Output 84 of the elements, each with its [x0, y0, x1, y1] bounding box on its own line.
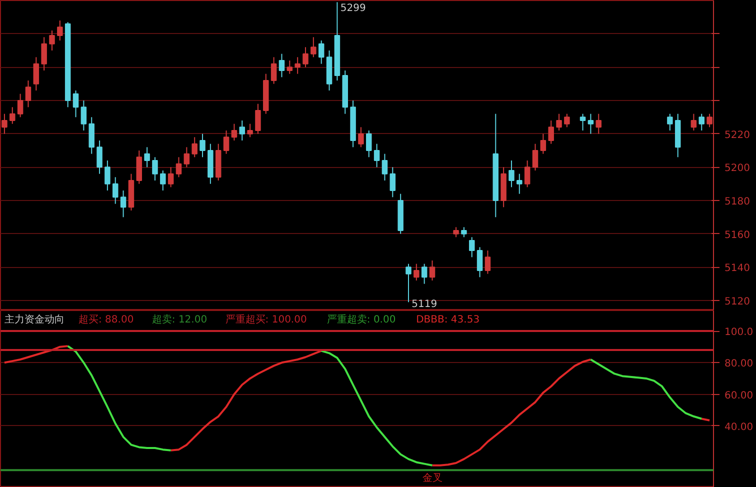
- candlestick: [231, 123, 238, 141]
- candlestick: [556, 113, 562, 131]
- candlestick: [25, 80, 32, 108]
- candlestick: [278, 53, 285, 78]
- candlestick: [104, 160, 110, 191]
- candlestick: [421, 263, 428, 284]
- candlestick: [524, 160, 530, 188]
- annotation: 严重超卖: 0.00: [326, 314, 396, 326]
- candlestick: [10, 106, 16, 124]
- candlestick: [112, 176, 118, 204]
- candlestick: [468, 236, 475, 258]
- annotation: 5299: [340, 3, 366, 14]
- candlestick: [57, 20, 63, 41]
- candlestick: [184, 146, 190, 168]
- candlestick: [96, 140, 102, 174]
- candlestick: [80, 100, 87, 131]
- candlestick: [17, 93, 24, 118]
- candlestick: [508, 160, 514, 188]
- candlestick: [176, 156, 182, 178]
- candlestick: [406, 263, 412, 303]
- y-tick-label: 5120: [724, 296, 750, 308]
- y-tick-label: 5160: [724, 230, 750, 241]
- candlestick: [318, 40, 324, 64]
- candlestick: [706, 113, 712, 128]
- candlestick: [461, 226, 467, 238]
- ref-line-label: 超卖: 12.00: [152, 314, 208, 326]
- candlestick: [476, 246, 483, 278]
- annotation: 5119: [412, 299, 438, 310]
- candlestick: [414, 263, 420, 281]
- candlestick: [564, 113, 570, 128]
- candlestick: [192, 136, 198, 158]
- candlestick: [548, 120, 554, 144]
- candlestick: [382, 153, 388, 181]
- candlestick: [255, 103, 261, 134]
- candlestick: [580, 113, 586, 131]
- candlestick: [588, 113, 594, 134]
- candlestick: [294, 56, 300, 74]
- ref-line-label: 严重超买: 100.00: [225, 314, 307, 326]
- candlestick: [152, 156, 158, 181]
- candlestick: [698, 113, 704, 131]
- candlestick: [429, 260, 436, 281]
- candlestick: [168, 166, 174, 188]
- candlestick: [2, 113, 8, 134]
- y-tick-label: 5140: [724, 263, 750, 274]
- candlestick: [200, 133, 206, 158]
- candlestick: [239, 120, 246, 141]
- candlestick: [136, 150, 142, 184]
- candlestick: [49, 30, 55, 51]
- candlestick: [120, 190, 126, 218]
- candlestick: [270, 56, 277, 84]
- annotation: 金叉: [422, 472, 442, 484]
- candlestick: [484, 250, 491, 274]
- y-tick-label: 60.00: [724, 390, 754, 402]
- chart-title: 主力资金动向: [4, 314, 64, 326]
- candlestick: [532, 143, 538, 171]
- candlestick: [223, 130, 230, 154]
- candlestick: [540, 133, 546, 154]
- ref-line-label: 超买: 88.00: [78, 314, 134, 326]
- candlestick: [358, 126, 364, 148]
- y-tick-label: 80.00: [724, 358, 754, 370]
- y-tick-label: 100.0: [724, 327, 754, 338]
- y-tick-label: 40.00: [724, 422, 754, 433]
- y-tick-label: 5200: [724, 163, 750, 174]
- candlestick: [247, 123, 253, 138]
- candlestick: [667, 113, 673, 131]
- candlestick: [390, 166, 396, 198]
- candlestick: [516, 173, 522, 194]
- annotation: DBBB: 43.53: [416, 314, 480, 326]
- candlestick: [374, 143, 380, 168]
- candlestick: [596, 113, 602, 134]
- candlestick: [453, 226, 459, 238]
- candlestick: [366, 130, 372, 158]
- candlestick: [144, 146, 150, 168]
- candlestick: [690, 113, 697, 131]
- candlestick: [33, 56, 40, 91]
- y-tick-label: 5220: [724, 130, 750, 141]
- candlestick: [88, 116, 94, 154]
- candlestick: [286, 60, 293, 74]
- candlestick: [310, 36, 316, 58]
- y-tick-label: 5180: [724, 196, 750, 208]
- candlestick: [302, 46, 308, 68]
- candlestick: [72, 90, 79, 118]
- candlestick: [41, 36, 47, 71]
- candlestick: [160, 170, 166, 191]
